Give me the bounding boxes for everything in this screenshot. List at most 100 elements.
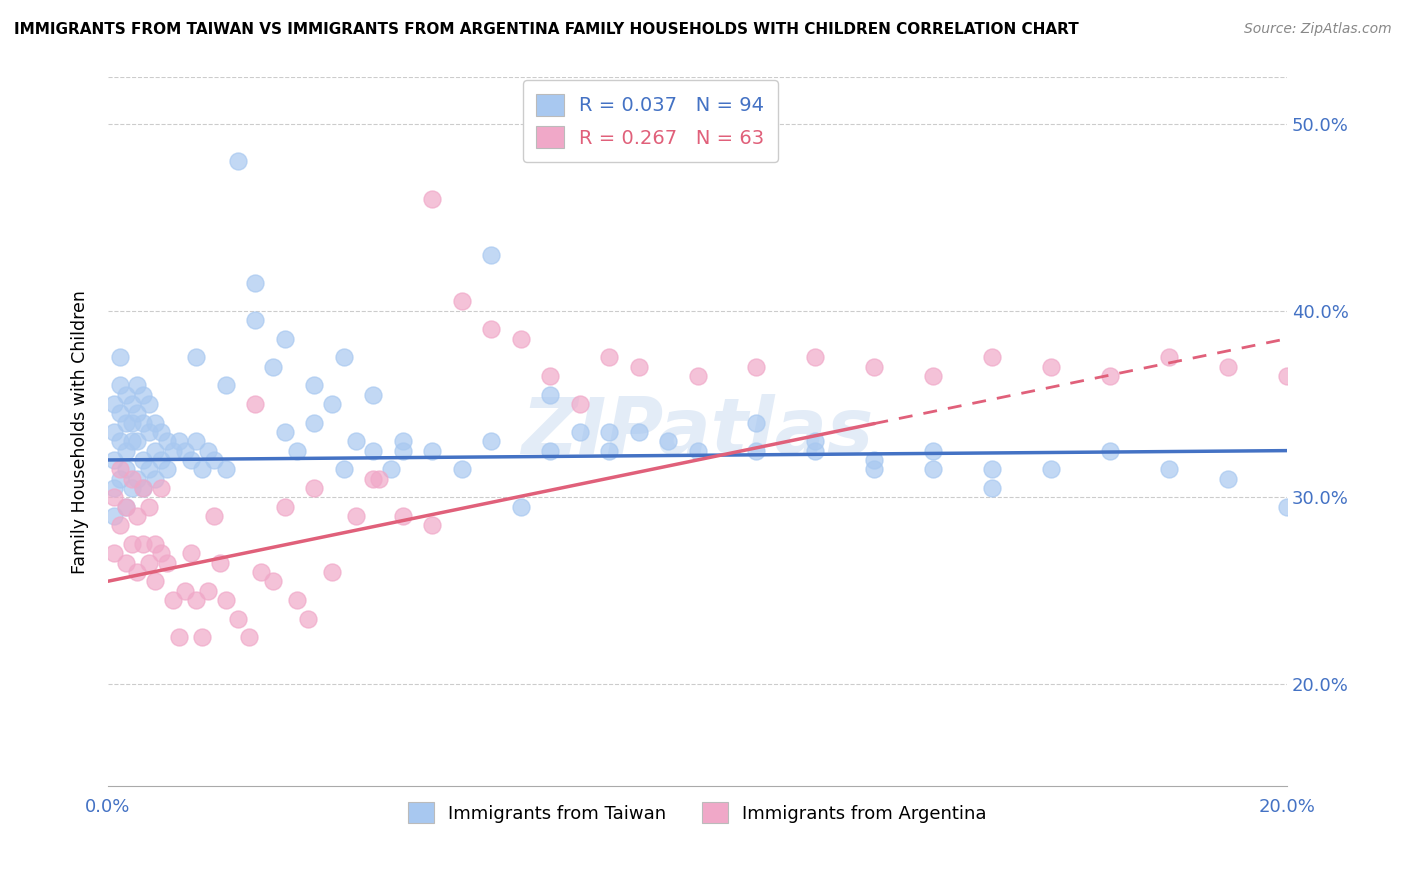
Point (103, 508, 125, 523)
Legend: Immigrants from Taiwan, Immigrants from Argentina: Immigrants from Taiwan, Immigrants from … (398, 792, 997, 834)
Point (274, 500, 297, 514)
Point (202, 453, 225, 467)
Point (103, 490, 125, 504)
Point (333, 351, 356, 365)
Point (981, 462, 1004, 476)
Point (108, 406, 131, 420)
Point (262, 574, 284, 589)
Point (173, 443, 195, 458)
Point (167, 434, 190, 449)
Point (657, 434, 679, 449)
Point (598, 425, 620, 439)
Point (361, 387, 384, 401)
Point (863, 453, 886, 467)
Text: Source: ZipAtlas.com: Source: ZipAtlas.com (1244, 22, 1392, 37)
Point (250, 565, 273, 579)
Point (391, 443, 413, 458)
Point (121, 397, 143, 411)
Point (450, 462, 472, 476)
Point (598, 351, 620, 365)
Point (226, 611, 249, 625)
Point (238, 630, 260, 644)
Point (150, 481, 173, 495)
Point (121, 472, 143, 486)
Point (132, 481, 155, 495)
Point (285, 443, 308, 458)
Point (121, 434, 143, 449)
Point (745, 359, 768, 374)
Point (1040, 359, 1063, 374)
Point (745, 443, 768, 458)
Point (509, 332, 531, 346)
Point (391, 434, 413, 449)
Point (285, 593, 308, 607)
Point (922, 462, 945, 476)
Point (274, 425, 297, 439)
Point (173, 583, 195, 598)
Point (132, 453, 155, 467)
Point (150, 425, 173, 439)
Point (538, 443, 561, 458)
Point (103, 425, 125, 439)
Point (103, 546, 125, 560)
Point (114, 462, 136, 476)
Point (321, 565, 343, 579)
Point (1040, 462, 1063, 476)
Point (162, 593, 184, 607)
Point (114, 500, 136, 514)
Point (1275, 500, 1298, 514)
Point (804, 434, 827, 449)
Point (180, 453, 202, 467)
Point (127, 565, 149, 579)
Point (745, 416, 768, 430)
Point (922, 369, 945, 384)
Point (804, 351, 827, 365)
Point (1275, 369, 1298, 384)
Point (863, 359, 886, 374)
Point (108, 378, 131, 392)
Point (143, 472, 166, 486)
Point (186, 351, 208, 365)
Point (121, 537, 143, 551)
Point (686, 369, 709, 384)
Point (127, 508, 149, 523)
Point (361, 472, 384, 486)
Point (138, 462, 160, 476)
Point (143, 537, 166, 551)
Point (114, 387, 136, 401)
Point (368, 472, 391, 486)
Point (138, 425, 160, 439)
Point (1099, 369, 1122, 384)
Point (143, 443, 166, 458)
Point (380, 462, 402, 476)
Point (114, 443, 136, 458)
Point (344, 434, 367, 449)
Point (191, 630, 214, 644)
Point (226, 154, 249, 169)
Point (245, 276, 267, 290)
Point (143, 574, 166, 589)
Point (156, 434, 179, 449)
Point (138, 500, 160, 514)
Point (162, 443, 184, 458)
Point (215, 593, 238, 607)
Point (479, 434, 502, 449)
Point (121, 416, 143, 430)
Point (127, 434, 149, 449)
Point (132, 481, 155, 495)
Point (1216, 359, 1239, 374)
Point (215, 378, 238, 392)
Point (479, 248, 502, 262)
Point (568, 397, 591, 411)
Y-axis label: Family Households with Children: Family Households with Children (72, 290, 89, 574)
Point (180, 546, 202, 560)
Point (922, 443, 945, 458)
Point (108, 462, 131, 476)
Point (138, 397, 160, 411)
Point (114, 556, 136, 570)
Point (1216, 472, 1239, 486)
Point (391, 508, 413, 523)
Point (186, 593, 208, 607)
Point (186, 434, 208, 449)
Point (804, 443, 827, 458)
